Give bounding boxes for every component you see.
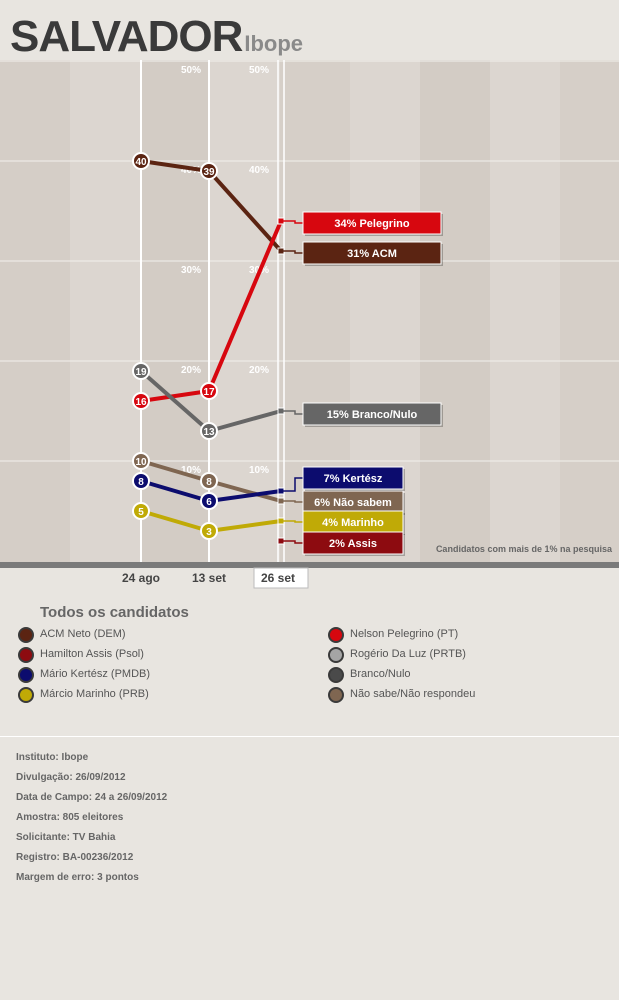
data-point (132, 152, 150, 170)
info-line: Registro: BA-00236/2012 (16, 852, 134, 863)
y-tick-label: 30% (181, 265, 201, 276)
y-tick-label: 40% (181, 165, 201, 176)
callout-label: 2% Assis (329, 538, 377, 550)
data-point (132, 392, 150, 410)
info-line: Amostra: 805 eleitores (16, 812, 124, 823)
callout-leader (281, 220, 303, 224)
legend-label: Rogério Da Luz (PRTB) (350, 648, 466, 660)
legend-label: Não sabe/Não respondeu (350, 688, 476, 700)
legend-swatch (328, 667, 344, 683)
data-point (132, 362, 150, 380)
callout-leader (281, 500, 303, 503)
data-label: 10 (135, 457, 147, 468)
legend-swatch (18, 647, 34, 663)
legend-label: Branco/Nulo (350, 668, 411, 680)
x-tick-highlight (253, 567, 309, 589)
data-point (132, 452, 150, 470)
legend-swatch (328, 647, 344, 663)
data-point (200, 382, 218, 400)
y-tick-label: 20% (181, 365, 201, 376)
data-label: 3 (206, 527, 212, 538)
callout-leader (281, 410, 303, 415)
y-tick-label: 40% (249, 165, 269, 176)
y-tick-label: 50% (181, 65, 201, 76)
bg-stripe (420, 60, 490, 562)
callout-label: 15% Branco/Nulo (327, 409, 418, 421)
bg-stripe (560, 60, 619, 562)
data-label: 16 (135, 397, 147, 408)
poll-line-chart: 10%20%30%40%50%10%20%30%40%50%24 ago 13 s… (0, 60, 619, 589)
y-tick-label: 20% (249, 365, 269, 376)
callout-label: 6% Não sabem (314, 497, 392, 509)
callout-box (302, 402, 442, 426)
bg-stripe (140, 60, 210, 562)
bg-stripe (0, 60, 70, 562)
data-label: 19 (135, 367, 147, 378)
divider (0, 736, 619, 737)
callout-box (302, 531, 404, 555)
info-line: Instituto: Ibope (16, 752, 89, 763)
data-point (200, 522, 218, 540)
y-tick-label: 50% (249, 65, 269, 76)
data-point (200, 492, 218, 510)
legend-swatch (18, 687, 34, 703)
data-point (132, 472, 150, 490)
callout-label: 34% Pelegrino (334, 218, 409, 230)
callout-leader (281, 250, 303, 254)
bg-stripe (70, 60, 140, 562)
chart-title: SALVADORIbope (10, 12, 304, 61)
legend-heading: Todos os candidatos (40, 604, 189, 621)
x-tick-label: 26 set (261, 571, 295, 585)
legend-swatch (18, 627, 34, 643)
data-label: 13 (203, 427, 215, 438)
callout-leader (281, 520, 303, 523)
info-line: Solicitante: TV Bahia (16, 832, 116, 843)
legend-label: ACM Neto (DEM) (40, 628, 126, 640)
callout-leader (281, 540, 303, 544)
info-line: Margem de erro: 3 pontos (16, 872, 139, 883)
legend-swatch (328, 627, 344, 643)
legend-swatch (328, 687, 344, 703)
data-label: 6 (206, 497, 212, 508)
callout-label: 4% Marinho (322, 517, 384, 529)
callout-leader (281, 477, 303, 492)
city-title: SALVADOR (10, 12, 243, 61)
legend-swatch (18, 667, 34, 683)
y-tick-label: 10% (249, 465, 269, 476)
data-label: 5 (138, 507, 144, 518)
legend-label: Márcio Marinho (PRB) (40, 688, 149, 700)
data-point (132, 502, 150, 520)
survey-info: Instituto: Ibope Divulgação: 26/09/2012 Da… (16, 752, 167, 892)
data-label: 8 (206, 477, 212, 488)
legend-label: Hamilton Assis (Psol) (40, 648, 144, 660)
chart-note: Candidatos com mais de 1% na pesquisa (436, 544, 613, 554)
callout-box (302, 466, 404, 490)
x-tick-label: 13 set (192, 571, 226, 585)
callout-label: 31% ACM (347, 248, 397, 260)
info-line: Divulgação: 26/09/2012 (16, 772, 126, 783)
data-label: 17 (203, 387, 215, 398)
legend-label: Nelson Pelegrino (PT) (350, 628, 459, 640)
data-label: 40 (135, 157, 147, 168)
data-point (200, 162, 218, 180)
x-axis-bar (0, 562, 619, 568)
institute-subtitle: Ibope (244, 31, 304, 56)
legend-label: Mário Kertész (PMDB) (40, 668, 151, 680)
callout-label: 7% Kertész (324, 473, 383, 485)
bg-stripe (490, 60, 560, 562)
y-tick-label: 10% (181, 465, 201, 476)
callout-box (302, 241, 442, 265)
callout-box (302, 211, 442, 235)
data-point (200, 422, 218, 440)
data-label: 8 (138, 477, 144, 488)
info-line: Data de Campo: 24 a 26/09/2012 (16, 792, 168, 803)
data-point (200, 472, 218, 490)
data-label: 39 (203, 167, 215, 178)
x-tick-label: 24 ago (122, 571, 160, 585)
